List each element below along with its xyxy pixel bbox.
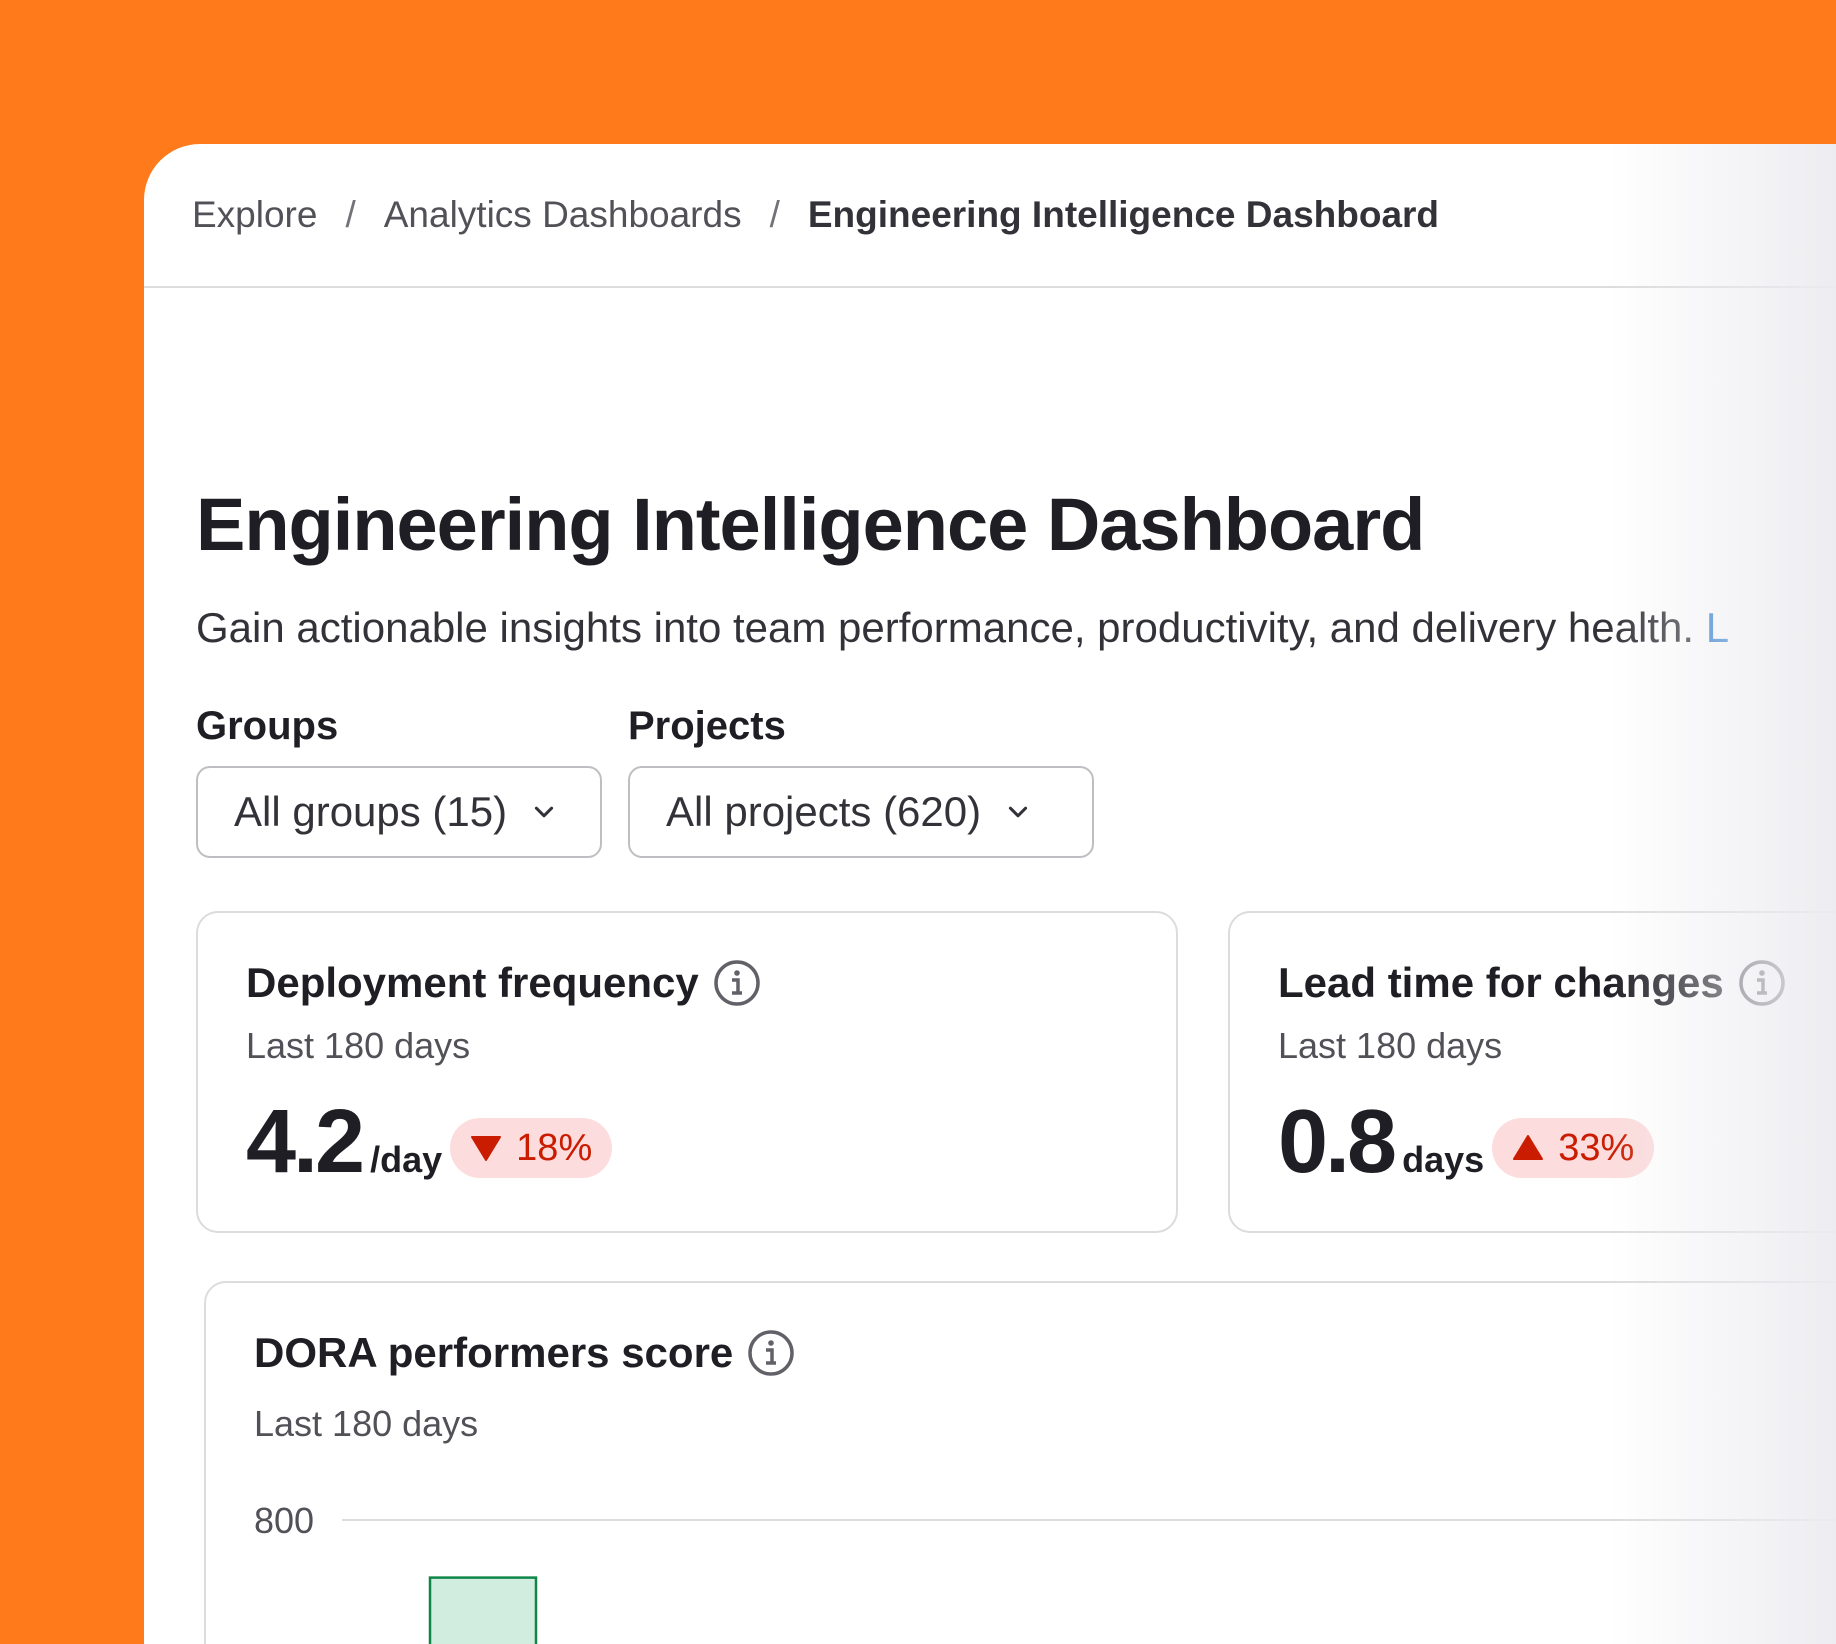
change-value: 33% xyxy=(1558,1126,1635,1169)
dora-score-title: DORA performers score xyxy=(254,1329,795,1377)
page-description: Gain actionable insights into team perfo… xyxy=(196,604,1729,652)
lead-time-card: Lead time for changes Last 180 days 0.8 … xyxy=(1228,911,1836,1233)
projects-label: Projects xyxy=(628,704,786,748)
breadcrumb-separator: / xyxy=(769,194,780,235)
breadcrumb-separator: / xyxy=(345,194,356,235)
metric-value: 4.2 xyxy=(246,1092,365,1192)
lead-time-period: Last 180 days xyxy=(1278,1025,1503,1066)
metric-unit: days xyxy=(1402,1139,1485,1180)
dora-score-title-text: DORA performers score xyxy=(254,1329,734,1376)
lead-time-title: Lead time for changes xyxy=(1278,959,1786,1007)
groups-label: Groups xyxy=(196,704,339,748)
deployment-frequency-period: Last 180 days xyxy=(246,1025,471,1066)
breadcrumb-item-explore[interactable]: Explore xyxy=(192,194,318,235)
change-badge: 18% xyxy=(450,1118,613,1178)
triangle-up-icon xyxy=(1513,1135,1544,1160)
lead-time-metric: 0.8 days 33% xyxy=(1278,1091,1655,1194)
breadcrumb: Explore / Analytics Dashboards / Enginee… xyxy=(192,144,1836,286)
chevron-down-icon xyxy=(531,799,557,825)
breadcrumb-current: Engineering Intelligence Dashboard xyxy=(807,194,1440,235)
dashboard-panel: Explore / Analytics Dashboards / Enginee… xyxy=(144,144,1836,1644)
breadcrumb-item-analytics-dashboards[interactable]: Analytics Dashboards xyxy=(383,194,742,235)
header-divider xyxy=(144,286,1836,288)
triangle-down-icon xyxy=(471,1136,502,1161)
projects-dropdown-value: All projects (620) xyxy=(666,788,982,835)
y-tick-label: 800 xyxy=(254,1500,314,1541)
deployment-frequency-card: Deployment frequency Last 180 days 4.2 /… xyxy=(196,911,1178,1233)
info-icon[interactable] xyxy=(747,1329,795,1377)
info-icon[interactable] xyxy=(713,959,761,1007)
chevron-down-icon xyxy=(1005,799,1031,825)
page-title: Engineering Intelligence Dashboard xyxy=(196,483,1425,566)
lead-time-title-text: Lead time for changes xyxy=(1278,959,1724,1006)
page-description-text: Gain actionable insights into team perfo… xyxy=(196,604,1695,651)
groups-dropdown-value: All groups (15) xyxy=(234,788,508,835)
metric-value: 0.8 xyxy=(1278,1092,1397,1192)
change-value: 18% xyxy=(516,1126,593,1169)
metric-unit: /day xyxy=(370,1139,443,1180)
learn-more-link[interactable]: L xyxy=(1705,604,1730,651)
dora-score-chart: 600800 xyxy=(254,1500,1836,1644)
groups-dropdown[interactable]: All groups (15) xyxy=(196,766,602,858)
deployment-frequency-metric: 4.2 /day 18% xyxy=(246,1091,613,1194)
change-badge: 33% xyxy=(1492,1118,1655,1178)
dora-score-period: Last 180 days xyxy=(254,1403,479,1444)
projects-dropdown[interactable]: All projects (620) xyxy=(628,766,1094,858)
deployment-frequency-title-text: Deployment frequency xyxy=(246,959,699,1006)
deployment-frequency-title: Deployment frequency xyxy=(246,959,761,1007)
info-icon[interactable] xyxy=(1738,959,1786,1007)
dora-bar[interactable] xyxy=(428,1576,538,1644)
dora-score-card: DORA performers score Last 180 days 6008… xyxy=(204,1281,1836,1644)
